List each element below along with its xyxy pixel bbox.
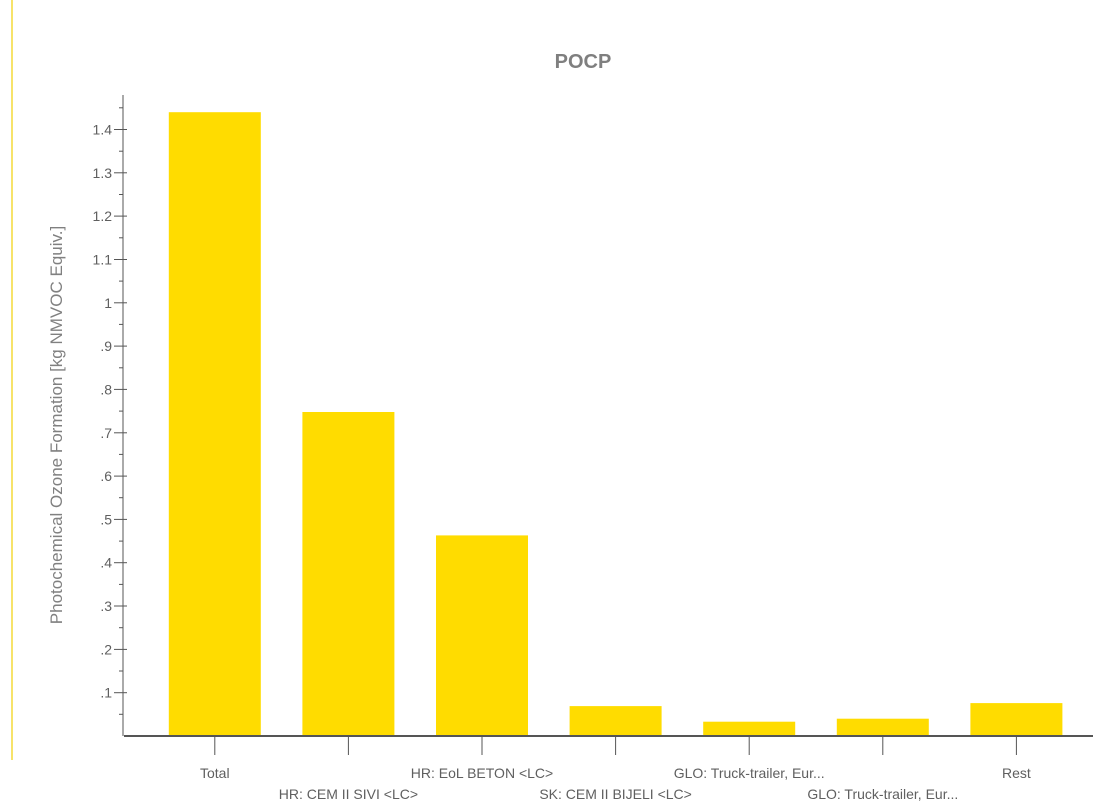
x-category-label: GLO: Truck-trailer, Eur...	[807, 786, 958, 802]
y-tick-label: .4	[100, 555, 112, 571]
bar-6	[836, 718, 929, 736]
x-axis: Total HR: CEM II SIVI <LC> HR: EoL BETON <…	[124, 735, 1093, 802]
y-tick-label: .6	[100, 468, 112, 484]
y-tick-label: .7	[100, 425, 112, 441]
x-category-label: HR: EoL BETON <LC>	[411, 765, 553, 781]
bar-5	[703, 721, 796, 736]
x-category-label: SK: CEM II BIJELI <LC>	[539, 786, 692, 802]
y-tick-label: .1	[100, 685, 112, 701]
left-frame-border	[11, 0, 13, 760]
bar-1	[168, 112, 261, 736]
y-axis-label: Photochemical Ozone Formation [kg NMVOC …	[47, 226, 66, 624]
y-tick-label: .5	[100, 511, 112, 527]
bar-3	[436, 535, 528, 736]
chart-title: POCP	[555, 51, 612, 73]
bar-2	[302, 412, 395, 736]
y-tick-label: 1.4	[93, 122, 113, 138]
bar-7	[970, 703, 1063, 736]
y-axis: .1 .2 .3 .4 .5 .6 .7 .8 .9 1 1.1 1.2 1.3 1.4	[93, 95, 127, 736]
x-category-label: Rest	[1002, 765, 1031, 781]
x-category-label: HR: CEM II SIVI <LC>	[279, 786, 418, 802]
y-tick-label: 1.3	[93, 165, 113, 181]
y-tick-label: 1.1	[93, 252, 113, 268]
y-tick-label: .3	[100, 598, 112, 614]
y-tick-label: .9	[100, 338, 112, 354]
y-tick-label: .2	[100, 641, 112, 657]
x-category-label: Total	[200, 765, 230, 781]
bars-group	[168, 112, 1063, 736]
y-tick-label: .8	[100, 381, 112, 397]
x-category-label: GLO: Truck-trailer, Eur...	[674, 765, 825, 781]
y-tick-label: 1	[104, 295, 112, 311]
y-tick-label: 1.2	[93, 208, 113, 224]
bar-4	[569, 706, 662, 736]
